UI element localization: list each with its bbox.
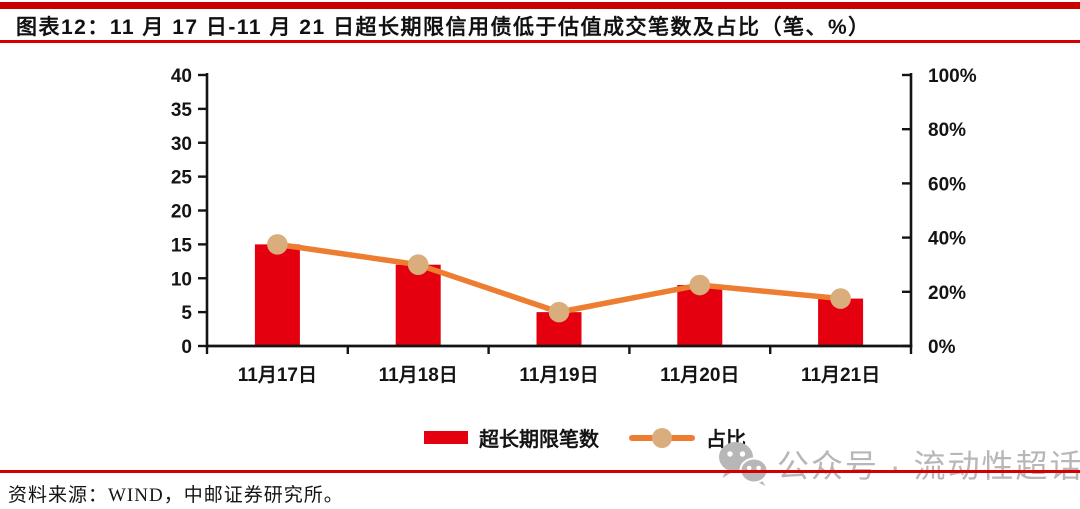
source-separator-rule xyxy=(0,470,1080,473)
bar xyxy=(395,264,441,346)
data-source-note: 资料来源：WIND，中邮证券研究所。 xyxy=(8,485,344,506)
left-axis-tick-label: 10 xyxy=(171,269,192,290)
right-axis-tick-label: 0% xyxy=(928,337,956,358)
x-axis-category-label: 11月20日 xyxy=(660,365,739,386)
x-axis-category-label: 11月18日 xyxy=(379,365,458,386)
ratio-marker xyxy=(548,301,570,323)
wechat-icon xyxy=(719,442,769,486)
figure-title: 图表12：11 月 17 日-11 月 21 日超长期限信用债低于估值成交笔数及… xyxy=(16,16,871,39)
right-axis-tick-label: 80% xyxy=(928,120,966,141)
legend-item-bars: 超长期限笔数 xyxy=(424,423,599,452)
x-axis-category-label: 11月17日 xyxy=(238,365,317,386)
line-marker-swatch xyxy=(652,427,672,448)
left-axis-tick-label: 40 xyxy=(171,66,192,87)
ratio-marker xyxy=(689,274,711,296)
ratio-marker xyxy=(407,254,429,275)
left-axis-tick-label: 25 xyxy=(171,168,193,189)
right-axis-tick-label: 60% xyxy=(928,174,966,195)
watermark: 公众号 · 流动性超话 xyxy=(716,440,1080,487)
right-axis-tick-label: 40% xyxy=(928,229,966,250)
left-axis-tick-label: 20 xyxy=(171,202,192,223)
left-axis-tick-label: 5 xyxy=(181,303,192,324)
bar-series-swatch xyxy=(424,431,468,444)
line-series-swatch xyxy=(629,427,695,448)
left-axis-tick-label: 35 xyxy=(171,100,193,121)
x-axis-category-label: 11月21日 xyxy=(801,365,880,386)
ratio-marker xyxy=(267,234,288,255)
left-axis-tick-label: 0 xyxy=(181,337,192,358)
legend-label-bars: 超长期限笔数 xyxy=(479,429,599,451)
bar xyxy=(254,244,300,346)
right-axis-tick-label: 20% xyxy=(928,283,966,304)
ratio-marker xyxy=(830,288,851,309)
title-underline-rule xyxy=(0,40,1080,43)
x-axis-category-label: 11月19日 xyxy=(519,365,598,386)
top-red-rule xyxy=(0,2,1080,9)
left-axis-tick-label: 30 xyxy=(171,134,192,155)
left-axis-tick-label: 15 xyxy=(171,235,193,256)
right-axis-tick-label: 100% xyxy=(928,66,977,87)
watermark-text: 公众号 · 流动性超话 xyxy=(777,447,1080,484)
